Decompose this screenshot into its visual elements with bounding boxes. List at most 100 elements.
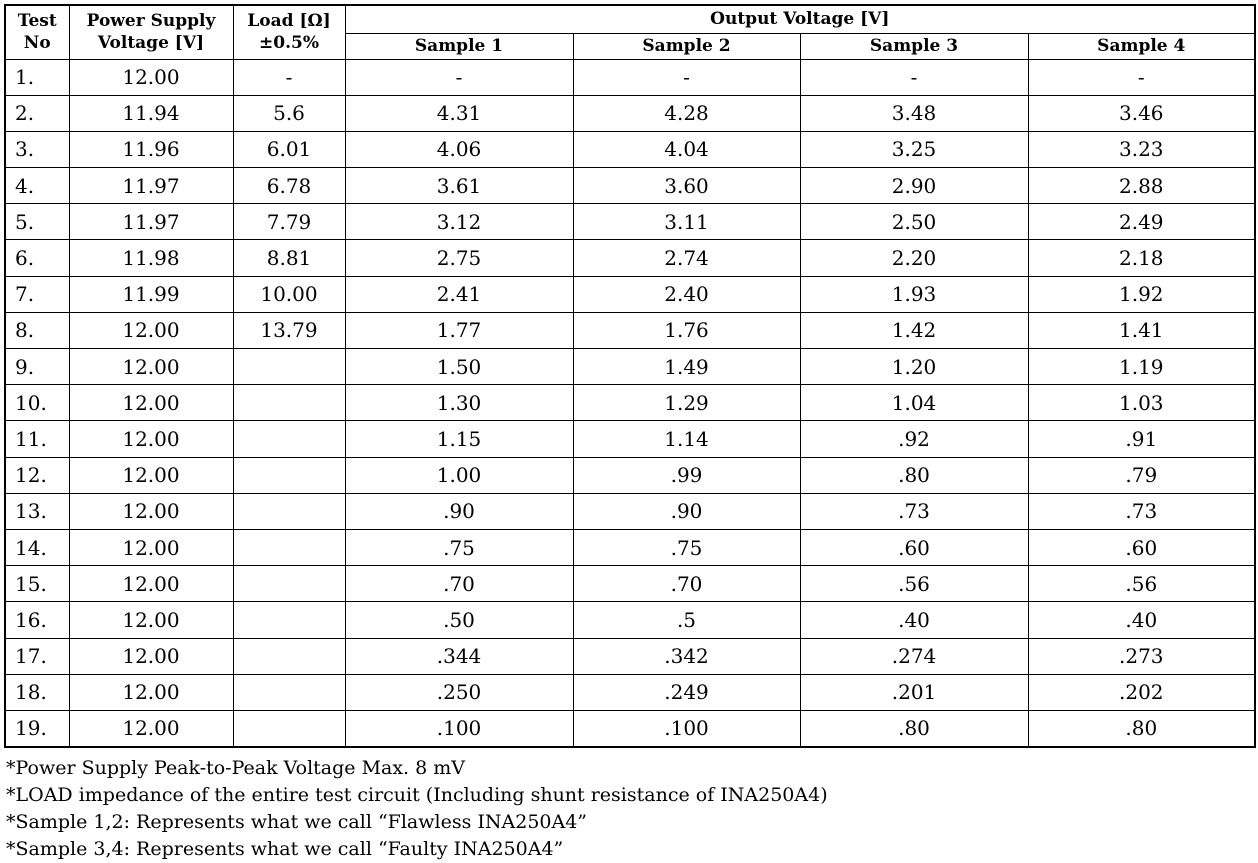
header-sample-4: Sample 4 [1027, 32, 1256, 60]
header-sample-2: Sample 2 [572, 32, 801, 60]
cell-sample-3: .92 [799, 420, 1029, 458]
cell-load: - [232, 58, 346, 96]
cell-power-supply-voltage: 11.98 [68, 239, 234, 277]
table-header: Test No Power Supply Voltage [V] Load [Ω… [4, 4, 1256, 60]
cell-sample-1: - [344, 58, 574, 96]
cell-sample-3: .80 [799, 709, 1029, 748]
table-row: 15. 12.00.70.70.56.56 [4, 565, 1256, 603]
cell-sample-2: 3.11 [572, 203, 801, 241]
cell-sample-1: 2.75 [344, 239, 574, 277]
header-load: Load [Ω] ±0.5% [232, 4, 346, 60]
table-row: 10. 12.00 1.30 1.29 1.04 1.03 [4, 384, 1256, 422]
cell-sample-4: - [1027, 58, 1256, 96]
cell-sample-2: .75 [572, 528, 801, 567]
cell-sample-4: 3.23 [1027, 130, 1256, 169]
cell-power-supply-voltage: 12.00 [68, 528, 234, 567]
header-test-no: Test No [4, 4, 70, 60]
cell-load [232, 637, 346, 675]
table-row: 12. 12.00 1.00.99.80.79 [4, 456, 1256, 494]
cell-sample-1: 1.00 [344, 456, 574, 494]
cell-sample-1: .70 [344, 565, 574, 603]
cell-sample-3: .201 [799, 673, 1029, 711]
cell-sample-3: 3.48 [799, 94, 1029, 132]
cell-sample-2: 3.60 [572, 167, 801, 205]
cell-power-supply-voltage: 12.00 [68, 601, 234, 639]
cell-test-no: 8. [4, 311, 70, 350]
cell-sample-3: - [799, 58, 1029, 96]
cell-sample-4: .91 [1027, 420, 1256, 458]
cell-sample-4: .273 [1027, 637, 1256, 675]
cell-sample-1: 4.31 [344, 94, 574, 132]
cell-power-supply-voltage: 12.00 [68, 709, 234, 748]
cell-load: 13.79 [232, 311, 346, 350]
cell-sample-3: 2.90 [799, 167, 1029, 205]
cell-test-no: 17. [4, 637, 70, 675]
cell-power-supply-voltage: 11.99 [68, 275, 234, 313]
cell-load [232, 347, 346, 386]
cell-test-no: 4. [4, 167, 70, 205]
cell-load [232, 709, 346, 748]
cell-sample-2: .5 [572, 601, 801, 639]
footnotes: *Power Supply Peak-to-Peak Voltage Max. … [4, 748, 1256, 863]
table-row: 5. 11.97 7.79 3.12 3.11 2.50 2.49 [4, 203, 1256, 241]
cell-sample-4: 2.49 [1027, 203, 1256, 241]
cell-sample-2: .90 [572, 492, 801, 530]
cell-power-supply-voltage: 11.96 [68, 130, 234, 169]
cell-load [232, 673, 346, 711]
cell-sample-3: 1.93 [799, 275, 1029, 313]
cell-sample-3: .80 [799, 456, 1029, 494]
cell-sample-2: 2.40 [572, 275, 801, 313]
cell-sample-4: 2.88 [1027, 167, 1256, 205]
cell-sample-4: 2.18 [1027, 239, 1256, 277]
footnote-load-impedance: *LOAD impedance of the entire test circu… [6, 783, 828, 806]
cell-sample-2: 2.74 [572, 239, 801, 277]
cell-power-supply-voltage: 12.00 [68, 347, 234, 386]
cell-sample-2: 1.14 [572, 420, 801, 458]
cell-sample-1: 2.41 [344, 275, 574, 313]
cell-load: 7.79 [232, 203, 346, 241]
cell-sample-3: 1.20 [799, 347, 1029, 386]
header-row-1: Test No Power Supply Voltage [V] Load [Ω… [4, 4, 1256, 60]
cell-sample-1: 3.12 [344, 203, 574, 241]
cell-sample-2: .70 [572, 565, 801, 603]
table-row: 18. 12.00 .250.249.201.202 [4, 673, 1256, 711]
cell-power-supply-voltage: 12.00 [68, 384, 234, 422]
cell-sample-4: .79 [1027, 456, 1256, 494]
table-row: 17. 12.00 .344.342.274.273 [4, 637, 1256, 675]
cell-sample-3: .274 [799, 637, 1029, 675]
test-results-table: Test No Power Supply Voltage [V] Load [Ω… [4, 4, 1257, 748]
table-row: 7. 11.99 10.00 2.41 2.40 1.93 1.92 [4, 275, 1256, 313]
cell-sample-1: .75 [344, 528, 574, 567]
cell-sample-1: .90 [344, 492, 574, 530]
cell-test-no: 11. [4, 420, 70, 458]
cell-sample-3: .40 [799, 601, 1029, 639]
cell-sample-4: 3.46 [1027, 94, 1256, 132]
cell-power-supply-voltage: 11.94 [68, 94, 234, 132]
table-row: 16. 12.00.50.5.40.40 [4, 601, 1256, 639]
cell-load: 6.01 [232, 130, 346, 169]
cell-test-no: 9. [4, 347, 70, 386]
cell-power-supply-voltage: 12.00 [68, 311, 234, 350]
cell-test-no: 3. [4, 130, 70, 169]
cell-test-no: 19. [4, 709, 70, 748]
cell-test-no: 18. [4, 673, 70, 711]
table-row: 9. 12.00 1.50 1.49 1.20 1.19 [4, 347, 1256, 386]
cell-sample-1: .344 [344, 637, 574, 675]
header-output-voltage: Output Voltage [V] [344, 4, 1256, 34]
cell-sample-1: 4.06 [344, 130, 574, 169]
cell-sample-3: 2.20 [799, 239, 1029, 277]
cell-load [232, 601, 346, 639]
table-row: 4. 11.97 6.78 3.61 3.60 2.90 2.88 [4, 167, 1256, 205]
cell-load [232, 456, 346, 494]
cell-power-supply-voltage: 12.00 [68, 420, 234, 458]
cell-load [232, 384, 346, 422]
cell-sample-2: 4.28 [572, 94, 801, 132]
table-row: 1. 12.00- - - - - [4, 58, 1256, 96]
cell-sample-1: 1.50 [344, 347, 574, 386]
cell-sample-2: 1.76 [572, 311, 801, 350]
cell-test-no: 5. [4, 203, 70, 241]
cell-power-supply-voltage: 11.97 [68, 203, 234, 241]
cell-load [232, 565, 346, 603]
cell-load [232, 528, 346, 567]
